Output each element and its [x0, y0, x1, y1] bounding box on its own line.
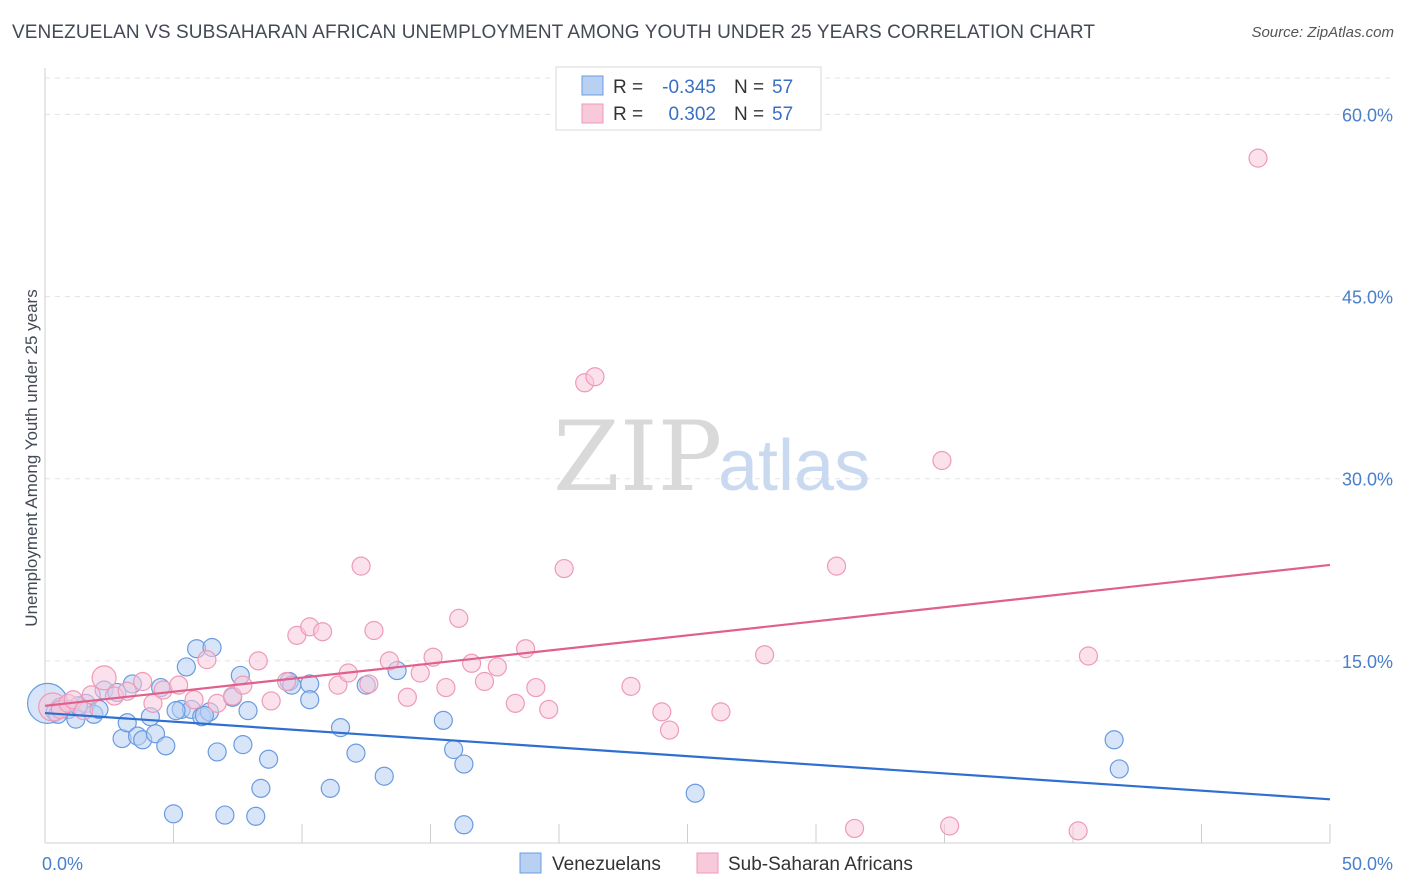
venezuelans-point: [207, 742, 227, 762]
venezuelans-point: [166, 701, 186, 721]
subsaharan-point: [711, 702, 731, 722]
watermark: ZIP atlas: [553, 401, 870, 513]
y-tick-label: 60.0%: [1342, 105, 1393, 125]
subsaharan-point: [754, 645, 775, 665]
subsaharan-point: [1078, 646, 1099, 666]
bottom-swatch-subsaharan: [696, 852, 719, 874]
subsaharan-point: [133, 671, 153, 692]
subsaharan-point: [487, 657, 507, 677]
subsaharan-point: [184, 690, 204, 710]
y-tick-label: 45.0%: [1342, 288, 1393, 308]
legend-r-value-1: -0.345: [662, 77, 716, 98]
subsaharan-point: [826, 556, 847, 576]
legend-r-label-1: R =: [613, 77, 643, 98]
chart-source: Source: ZipAtlas.com: [1251, 24, 1394, 41]
subsaharan-point: [261, 691, 281, 711]
subsaharan-point: [621, 676, 641, 696]
venezuelans-point: [1104, 730, 1124, 750]
subsaharan-point: [248, 651, 268, 671]
subsaharan-point: [554, 558, 574, 579]
subsaharan-point: [515, 639, 536, 659]
venezuelans-point: [374, 766, 394, 786]
venezuelans-point: [346, 743, 366, 763]
venezuelans-point: [251, 778, 271, 798]
subsaharan-point: [397, 687, 417, 707]
subsaharan-point: [207, 693, 227, 713]
venezuelans-point: [454, 815, 474, 835]
venezuelans-point: [176, 657, 196, 677]
subsaharan-point: [312, 622, 333, 642]
watermark-atlas: atlas: [718, 426, 870, 506]
venezuelans-point: [258, 749, 279, 769]
subsaharan-point: [474, 671, 495, 692]
venezuelans-point: [300, 690, 320, 710]
venezuelans-point: [1109, 759, 1129, 779]
chart-title: VENEZUELAN VS SUBSAHARAN AFRICAN UNEMPLO…: [12, 22, 1096, 43]
venezuelans-point: [454, 754, 474, 774]
venezuelans-point: [233, 735, 253, 755]
trend-lines: [44, 563, 1331, 801]
subsaharan-point: [462, 653, 482, 673]
subsaharan-point: [932, 450, 952, 471]
venezuelans-point: [433, 710, 453, 730]
legend-swatch-venezuelans: [581, 75, 604, 96]
subsaharan-point: [1068, 821, 1088, 841]
y-axis-label: Unemployment Among Youth under 25 years: [22, 289, 41, 626]
gridlines: [45, 77, 1392, 662]
subsaharan-trend-line: [44, 563, 1331, 707]
subsaharan-point: [379, 651, 399, 671]
venezuelans-trend-line: [44, 711, 1331, 801]
y-tick-label: 15.0%: [1342, 652, 1393, 672]
subsaharan-point: [449, 608, 469, 628]
venezuelans-point: [320, 778, 340, 798]
subsaharan-point: [940, 816, 960, 836]
subsaharan-point: [276, 671, 297, 692]
subsaharan-point: [359, 674, 379, 694]
venezuelans-point: [246, 806, 266, 826]
legend-swatch-subsaharan: [581, 103, 604, 124]
venezuelans-point: [163, 804, 184, 824]
bottom-swatch-venezuelans: [519, 852, 542, 874]
legend-n-value-1: 57: [772, 77, 793, 98]
y-tick-label: 30.0%: [1342, 470, 1393, 490]
subsaharan-point: [197, 650, 217, 670]
legend-n-value-2: 57: [772, 104, 793, 125]
subsaharan-point: [410, 663, 430, 683]
subsaharan-point: [351, 556, 371, 576]
subsaharan-point: [659, 720, 680, 740]
venezuelans-point: [238, 701, 258, 721]
subsaharan-point: [526, 677, 546, 698]
watermark-zip: ZIP: [553, 401, 722, 513]
legend-r-label-2: R =: [613, 104, 643, 125]
venezuelans-point: [215, 805, 235, 825]
subsaharan-point: [539, 699, 559, 720]
subsaharan-point: [1248, 148, 1268, 168]
legend-series-subsaharan: Sub-Saharan Africans: [728, 854, 913, 875]
legend-r-value-2: 0.302: [668, 104, 716, 125]
venezuelans-point: [685, 783, 705, 803]
series-legend: Venezuelans Sub-Saharan Africans: [519, 852, 913, 875]
subsaharan-point: [436, 677, 456, 698]
stats-legend: R = -0.345 N = 57 R = 0.302 N = 57: [555, 66, 822, 131]
x-tick-label: 0.0%: [42, 854, 83, 874]
subsaharan-point: [585, 367, 605, 387]
subsaharan-point: [91, 665, 117, 691]
subsaharan-point: [652, 702, 672, 722]
legend-n-label-2: N =: [734, 104, 764, 125]
x-tick-label: 50.0%: [1342, 854, 1393, 874]
subsaharan-point: [844, 818, 865, 839]
subsaharan-point: [505, 693, 525, 713]
legend-n-label-1: N =: [734, 77, 764, 98]
legend-series-venezuelans: Venezuelans: [552, 854, 661, 875]
venezuelans-point: [156, 736, 176, 756]
tick-labels: 15.0% 30.0% 45.0% 60.0% 0.0% 50.0%: [42, 105, 1393, 874]
subsaharan-point: [364, 620, 384, 641]
